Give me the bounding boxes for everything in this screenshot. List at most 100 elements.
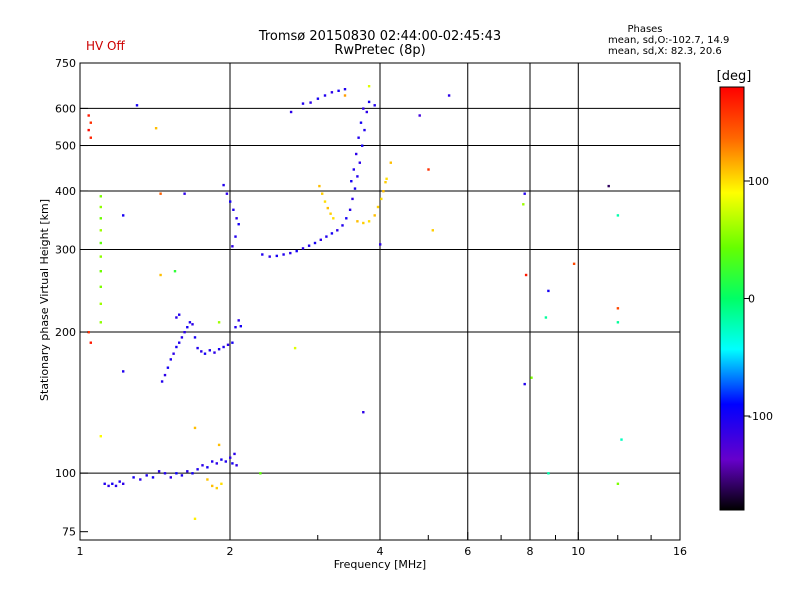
y-tick-label: 100 (55, 467, 76, 480)
data-point (355, 152, 358, 156)
data-point (367, 85, 371, 88)
data-point (173, 270, 177, 273)
data-point (225, 192, 229, 195)
data-point (313, 241, 317, 245)
y-tick-label: 750 (55, 57, 76, 70)
data-point (350, 180, 353, 183)
data-point (132, 476, 135, 479)
x-tick-label: 2 (227, 545, 234, 558)
data-point (229, 456, 232, 459)
hv-status-label: HV Off (86, 39, 125, 53)
data-point (319, 238, 322, 241)
data-point (111, 482, 114, 485)
data-point (389, 161, 392, 164)
data-point (163, 472, 167, 475)
data-point (172, 352, 175, 355)
data-point (522, 203, 525, 206)
data-point (145, 474, 148, 477)
data-point (356, 175, 359, 178)
data-point (365, 110, 368, 114)
data-point (193, 517, 197, 520)
data-point (157, 470, 161, 473)
data-point (154, 127, 158, 130)
data-point (530, 376, 533, 379)
data-point (259, 472, 262, 475)
data-point (231, 462, 234, 465)
data-point (373, 104, 376, 107)
data-point (159, 273, 162, 277)
data-point (103, 482, 106, 485)
data-point (222, 345, 225, 349)
data-point (206, 478, 209, 481)
data-point (220, 482, 223, 485)
data-point (358, 161, 361, 164)
data-point (163, 373, 167, 377)
data-point (178, 313, 181, 316)
colorbar-tick-label: -100 (748, 410, 773, 423)
data-point (237, 223, 240, 226)
data-point (318, 184, 321, 188)
data-point (268, 255, 271, 258)
colorbar-ticks: 100 0 -100 (744, 175, 773, 423)
data-point (193, 336, 197, 339)
data-point (524, 273, 528, 277)
data-point (607, 184, 610, 188)
x-tick-label: 8 (527, 545, 534, 558)
data-point (418, 114, 421, 117)
y-tick-label: 200 (55, 326, 76, 339)
data-point (275, 254, 278, 258)
data-point (200, 350, 203, 353)
data-point (211, 484, 214, 488)
data-point (323, 200, 327, 203)
data-point (99, 255, 102, 258)
data-point (206, 466, 209, 469)
x-tick-label: 16 (673, 545, 687, 558)
data-point (180, 336, 184, 339)
data-point (159, 192, 162, 195)
data-point (193, 426, 197, 430)
x-axis-ticks: 1 2 4 6 8 10 16 (77, 532, 687, 558)
data-point (99, 321, 102, 324)
data-point (229, 200, 232, 203)
colorbar (719, 86, 745, 511)
data-point (330, 91, 334, 94)
data-point (616, 214, 620, 217)
data-point (301, 102, 305, 105)
data-point (186, 326, 189, 329)
data-point (175, 345, 178, 349)
colorbar-label: [deg] (717, 69, 752, 84)
data-point (183, 331, 186, 334)
y-tick-label: 300 (55, 244, 76, 257)
y-axis-ticks: 75 100 200 300 400 500 600 750 (55, 57, 88, 539)
data-point (379, 243, 382, 246)
colorbar-tick-label: 100 (748, 175, 769, 188)
data-point (616, 307, 620, 310)
data-point (544, 316, 548, 319)
data-point (362, 411, 365, 414)
data-point (213, 351, 216, 354)
data-point (309, 101, 312, 104)
data-point (217, 348, 221, 351)
data-point (235, 217, 238, 220)
data-point (191, 472, 194, 475)
data-point (359, 121, 363, 124)
data-point (99, 435, 102, 438)
data-point (175, 472, 178, 475)
data-point (215, 486, 218, 490)
data-point (234, 326, 237, 329)
data-point (447, 94, 451, 97)
y-tick-label: 600 (55, 102, 76, 115)
data-point (234, 235, 237, 238)
y-tick-label: 400 (55, 185, 76, 198)
data-point (235, 464, 238, 467)
data-point (99, 270, 102, 273)
data-point (99, 285, 102, 288)
x-tick-label: 6 (464, 545, 471, 558)
data-point (180, 474, 184, 477)
legend-title: Phases (627, 24, 662, 35)
data-point (175, 316, 178, 319)
data-point (135, 104, 139, 107)
data-point (431, 229, 434, 232)
data-point (330, 232, 334, 235)
